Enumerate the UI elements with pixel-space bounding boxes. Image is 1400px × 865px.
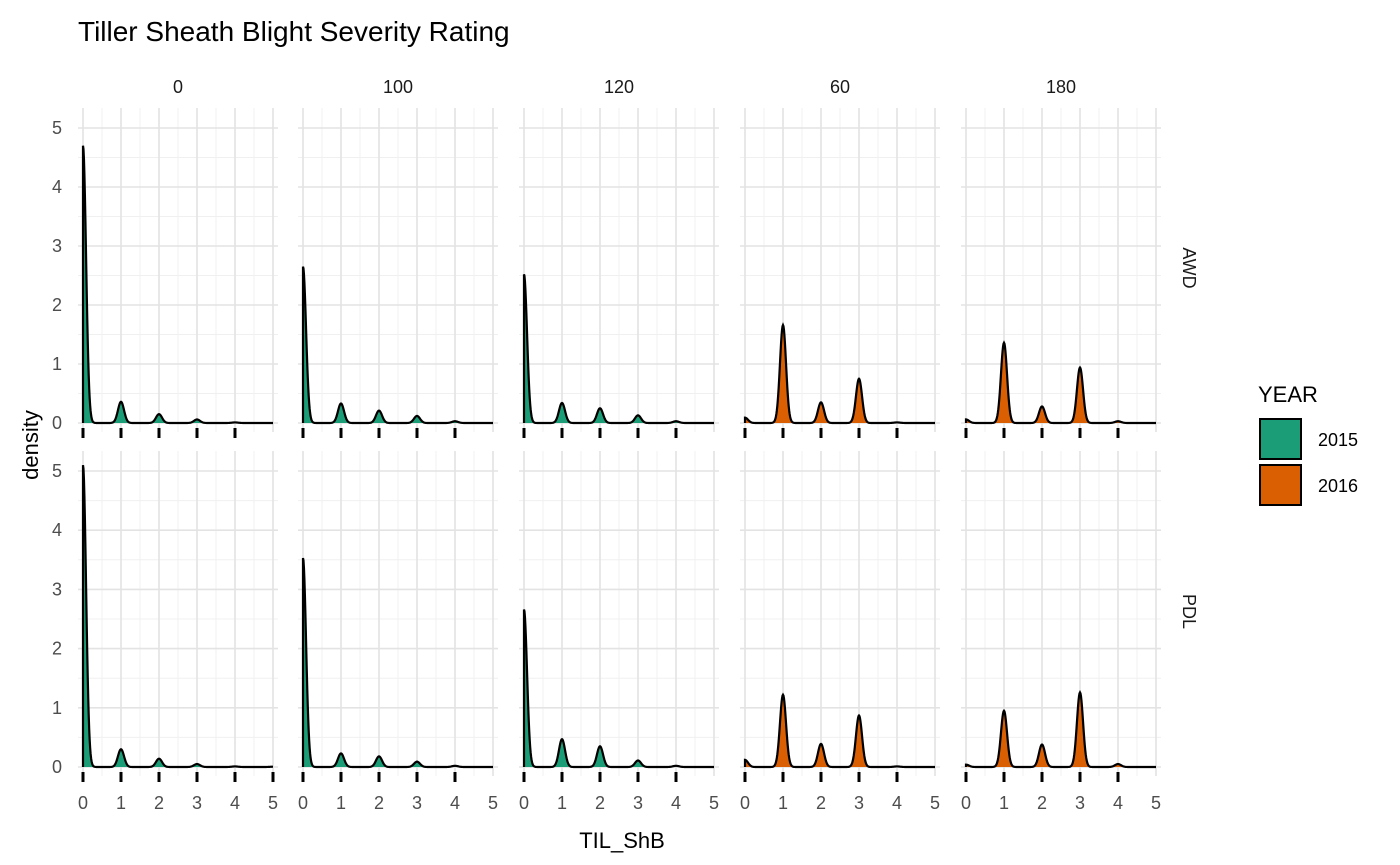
strip-label-column: 60 bbox=[830, 77, 850, 97]
density-line bbox=[81, 464, 274, 769]
chart-title: Tiller Sheath Blight Severity Rating bbox=[78, 16, 510, 47]
x-tick-label: 3 bbox=[854, 793, 864, 813]
legend-title: YEAR bbox=[1258, 382, 1318, 407]
legend-label: 2015 bbox=[1318, 430, 1358, 450]
density-area bbox=[745, 694, 935, 767]
legend: YEAR 2015 2016 bbox=[1258, 382, 1358, 506]
x-tick-label: 0 bbox=[519, 793, 529, 813]
density-line bbox=[964, 690, 1156, 769]
density-area bbox=[966, 342, 1156, 423]
density-line bbox=[81, 145, 273, 425]
x-tick-label: 1 bbox=[999, 793, 1009, 813]
panel-pdl-100: 0 1 2 3 4 5 bbox=[298, 451, 498, 813]
strip-label-column: 100 bbox=[383, 77, 413, 97]
y-tick-label: 2 bbox=[52, 639, 62, 659]
density-line bbox=[301, 266, 493, 425]
x-tick-label: 4 bbox=[450, 793, 460, 813]
y-tick-label: 5 bbox=[52, 461, 62, 481]
x-tick-label: 0 bbox=[961, 793, 971, 813]
x-tick-label: 4 bbox=[1113, 793, 1123, 813]
panel-awd-100: 100 bbox=[298, 77, 498, 438]
x-tick-label: 2 bbox=[374, 793, 384, 813]
x-tick-label: 4 bbox=[671, 793, 681, 813]
density-line bbox=[743, 322, 935, 425]
x-tick-label: 1 bbox=[557, 793, 567, 813]
panel-pdl-180: 0 1 2 3 4 5 PDL bbox=[961, 451, 1199, 813]
y-tick-label: 0 bbox=[52, 757, 62, 777]
x-axis-title: TIL_ShB bbox=[579, 828, 665, 853]
panel-awd-180: 180 AWD bbox=[961, 77, 1199, 438]
x-tick-label: 3 bbox=[412, 793, 422, 813]
x-tick-label: 3 bbox=[192, 793, 202, 813]
x-tick-label: 2 bbox=[1037, 793, 1047, 813]
panel-pdl-60: 0 1 2 3 4 5 bbox=[740, 451, 940, 813]
strip-label-column: 180 bbox=[1046, 77, 1076, 97]
x-tick-label: 1 bbox=[336, 793, 346, 813]
x-tick-label: 5 bbox=[930, 793, 940, 813]
strip-label-row: PDL bbox=[1179, 594, 1199, 629]
legend-key-2016 bbox=[1259, 464, 1302, 506]
panel-pdl-0: 0 1 2 3 4 5 0 1 2 3 4 5 bbox=[52, 451, 278, 813]
x-tick-label: 1 bbox=[116, 793, 126, 813]
x-tick-label: 4 bbox=[892, 793, 902, 813]
y-tick-label: 4 bbox=[52, 177, 62, 197]
x-tick-label: 0 bbox=[298, 793, 308, 813]
y-tick-label: 3 bbox=[52, 579, 62, 599]
x-tick-label: 3 bbox=[633, 793, 643, 813]
density-line bbox=[301, 557, 493, 769]
y-tick-label: 2 bbox=[52, 295, 62, 315]
density-line bbox=[743, 692, 935, 769]
y-tick-label: 0 bbox=[52, 413, 62, 433]
panel-awd-60: 60 bbox=[740, 77, 940, 438]
strip-label-column: 0 bbox=[173, 77, 183, 97]
x-tick-label: 0 bbox=[78, 793, 88, 813]
x-tick-label: 5 bbox=[709, 793, 719, 813]
x-tick-label: 0 bbox=[740, 793, 750, 813]
legend-label: 2016 bbox=[1318, 476, 1358, 496]
x-tick-label: 5 bbox=[488, 793, 498, 813]
strip-label-column: 120 bbox=[604, 77, 634, 97]
y-tick-label: 5 bbox=[52, 118, 62, 138]
y-tick-label: 4 bbox=[52, 520, 62, 540]
x-tick-label: 1 bbox=[778, 793, 788, 813]
y-axis-title: density bbox=[18, 410, 43, 480]
x-tick-label: 5 bbox=[1151, 793, 1161, 813]
density-area bbox=[745, 325, 935, 423]
density-line bbox=[964, 340, 1156, 425]
x-tick-label: 2 bbox=[595, 793, 605, 813]
x-tick-label: 3 bbox=[1075, 793, 1085, 813]
y-tick-label: 1 bbox=[52, 698, 62, 718]
panel-awd-0: 0 0 1 2 3 4 5 bbox=[52, 77, 278, 438]
y-tick-label: 1 bbox=[52, 354, 62, 374]
density-line bbox=[522, 274, 714, 425]
density-area bbox=[966, 692, 1156, 767]
density-line bbox=[522, 609, 714, 769]
x-tick-label: 2 bbox=[816, 793, 826, 813]
y-tick-label: 3 bbox=[52, 236, 62, 256]
x-tick-label: 5 bbox=[268, 793, 278, 813]
x-tick-label: 4 bbox=[230, 793, 240, 813]
x-tick-label: 2 bbox=[154, 793, 164, 813]
panel-awd-120: 120 bbox=[519, 77, 719, 438]
strip-label-row: AWD bbox=[1179, 247, 1199, 288]
panel-pdl-120: 0 1 2 3 4 5 bbox=[519, 451, 719, 813]
legend-key-2015 bbox=[1259, 418, 1302, 460]
